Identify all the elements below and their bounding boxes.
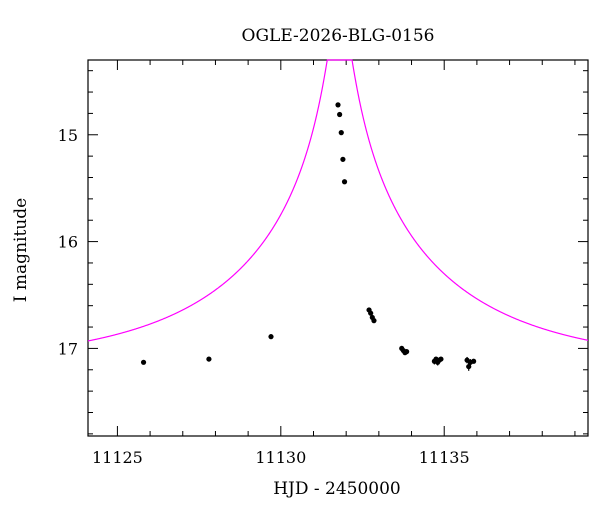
axes: 11125 11130 11135 15 16 17 [58, 59, 589, 467]
x-tick-label: 11125 [92, 448, 143, 467]
data-points [140, 102, 477, 371]
data-point [338, 130, 344, 136]
x-tick-label: 11130 [255, 448, 306, 467]
data-point [268, 334, 274, 340]
chart-title: OGLE-2026-BLG-0156 [242, 26, 435, 46]
model-curve-group [87, 59, 589, 342]
data-point [471, 358, 477, 364]
data-point [371, 318, 377, 324]
data-point [404, 349, 410, 355]
data-point [206, 356, 212, 362]
y-tick-label: 15 [58, 126, 78, 145]
data-point [337, 111, 343, 118]
y-tick-label: 17 [58, 339, 78, 358]
data-point [368, 310, 374, 316]
data-point [438, 356, 444, 362]
data-point [340, 156, 346, 162]
model-curve [87, 59, 589, 342]
data-point [140, 359, 147, 365]
x-tick-label: 11135 [419, 448, 470, 467]
data-point [335, 102, 341, 108]
x-axis-label: HJD - 2450000 [273, 479, 401, 499]
data-point [341, 179, 348, 185]
y-axis-label: I magnitude [11, 198, 31, 302]
y-tick-label: 16 [58, 233, 78, 252]
